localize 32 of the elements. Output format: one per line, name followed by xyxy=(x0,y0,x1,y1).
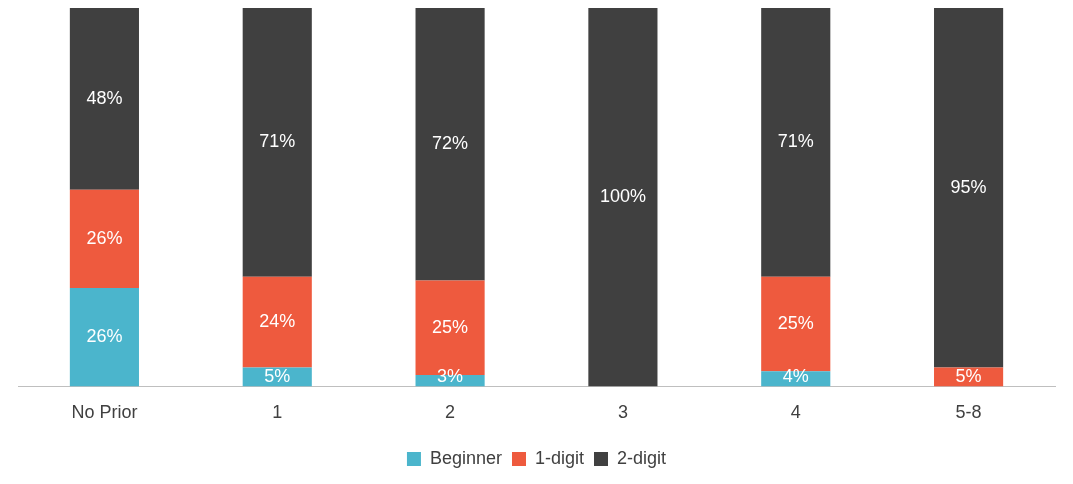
legend-label: 2-digit xyxy=(617,447,667,468)
bar xyxy=(761,8,831,277)
bar xyxy=(69,189,139,289)
bar xyxy=(588,8,658,387)
bar xyxy=(242,276,312,368)
x-tick-label: 2 xyxy=(445,402,456,423)
x-tick-label: No Prior xyxy=(71,402,138,423)
bar xyxy=(69,288,139,387)
x-tick-label: 1 xyxy=(272,402,283,423)
data-label: 25% xyxy=(432,316,469,337)
data-label: 4% xyxy=(782,366,809,387)
data-label: 25% xyxy=(777,312,814,333)
bar xyxy=(934,8,1004,368)
bar xyxy=(69,8,139,190)
data-label: 100% xyxy=(599,186,646,207)
data-label: 71% xyxy=(259,131,296,152)
legend-label: Beginner xyxy=(429,447,503,468)
data-label: 95% xyxy=(950,176,987,197)
data-label: 26% xyxy=(86,326,123,347)
x-tick-label: 4 xyxy=(790,402,801,423)
data-label: 71% xyxy=(777,131,814,152)
x-tick-label: 3 xyxy=(617,402,628,423)
data-label: 24% xyxy=(259,311,296,332)
bar xyxy=(242,8,312,277)
data-label: 72% xyxy=(432,133,469,154)
data-label: 5% xyxy=(264,365,291,386)
legend-label: 1-digit xyxy=(535,447,585,468)
data-label: 48% xyxy=(86,87,123,108)
data-label: 5% xyxy=(955,365,982,386)
x-tick-label: 5-8 xyxy=(955,402,982,423)
bar xyxy=(415,8,485,281)
data-label: 26% xyxy=(86,227,123,248)
